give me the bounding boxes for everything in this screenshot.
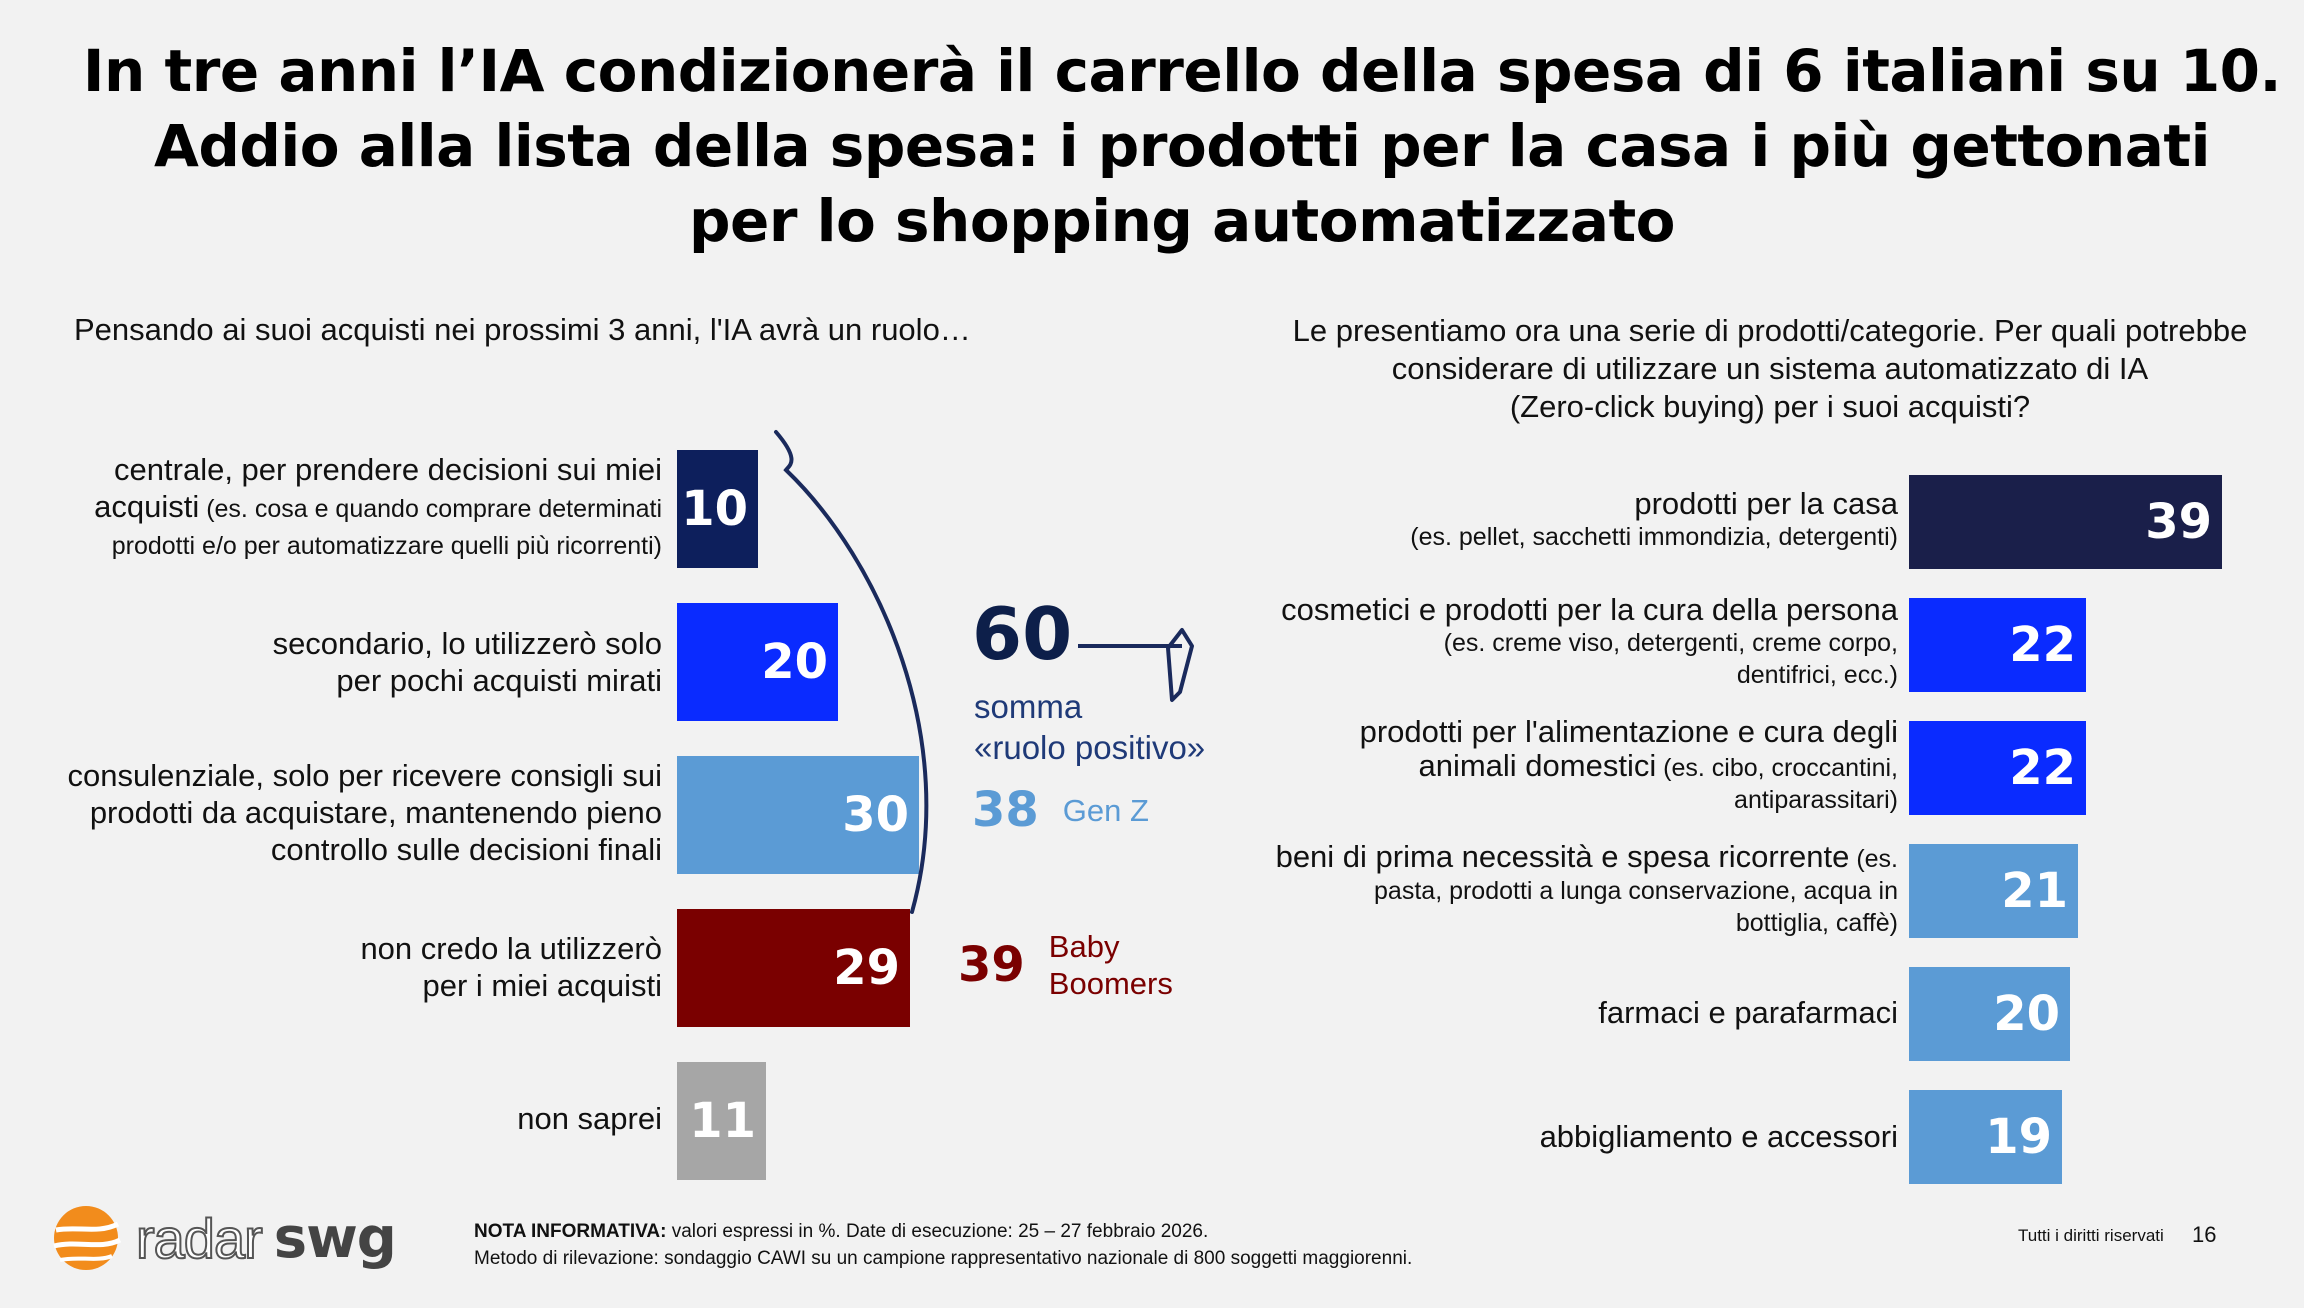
right-bar: 21 bbox=[1909, 844, 2078, 938]
right-bar: 22 bbox=[1909, 598, 2086, 692]
right-question: Le presentiamo ora una serie di prodotti… bbox=[1250, 312, 2290, 426]
arrow-head bbox=[1166, 628, 1194, 702]
left-category-label: secondario, lo utilizzerò solo per pochi… bbox=[272, 626, 662, 698]
right-bar: 22 bbox=[1909, 721, 2086, 815]
bar-value-label: 20 bbox=[761, 634, 828, 690]
bar-value-label: 29 bbox=[833, 940, 900, 996]
left-bar: 20 bbox=[677, 603, 838, 721]
footnote: NOTA INFORMATIVA: valori espressi in %. … bbox=[474, 1221, 1413, 1269]
boomers-stat: 39 Baby Boomers bbox=[958, 928, 1173, 1002]
left-category-label: consulenziale, solo per ricevere consigl… bbox=[67, 758, 662, 867]
right-question-line-3: (Zero-click buying) per i suoi acquisti? bbox=[1509, 389, 2031, 424]
sum-positive-label: somma «ruolo positivo» bbox=[974, 688, 1206, 766]
left-question: Pensando ai suoi acquisti nei prossimi 3… bbox=[74, 312, 971, 347]
brace-curve bbox=[774, 430, 929, 914]
right-category-label: abbigliamento e accessori bbox=[1539, 1119, 1898, 1154]
boomers-value: 39 bbox=[958, 937, 1025, 993]
left-category-label: centrale, per prendere decisioni sui mie… bbox=[94, 452, 662, 560]
page-title: In tre anni l’IA condizionerà il carrell… bbox=[60, 34, 2304, 259]
bar-value-label: 10 bbox=[681, 481, 748, 537]
logo-radar-text: radar bbox=[135, 1206, 264, 1271]
right-category-label: cosmetici e prodotti per la cura della p… bbox=[1281, 592, 1898, 690]
globe-icon bbox=[53, 1206, 122, 1270]
bar-value-label: 30 bbox=[842, 787, 909, 843]
radar-swg-logo: radar swg bbox=[48, 1200, 397, 1276]
bar-value-label: 22 bbox=[2009, 740, 2076, 796]
left-bar: 30 bbox=[677, 756, 919, 874]
bar-value-label: 19 bbox=[1985, 1109, 2052, 1165]
sum-positive-value: 60 bbox=[972, 592, 1073, 676]
bar-value-label: 22 bbox=[2009, 617, 2076, 673]
right-bar: 19 bbox=[1909, 1090, 2062, 1184]
left-category-label: non credo la utilizzerò per i miei acqui… bbox=[360, 931, 662, 1003]
title-line-3: per lo shopping automatizzato bbox=[688, 187, 1676, 255]
title-line-1: In tre anni l’IA condizionerà il carrell… bbox=[82, 37, 2282, 105]
genz-value: 38 bbox=[972, 782, 1039, 838]
rights-text: Tutti i diritti riservati bbox=[2018, 1226, 2164, 1245]
right-category-label: prodotti per l'alimentazione e cura degl… bbox=[1359, 714, 1898, 815]
bar-value-label: 39 bbox=[2145, 494, 2212, 550]
right-category-label: farmaci e parafarmaci bbox=[1598, 995, 1898, 1030]
bar-value-label: 21 bbox=[2001, 863, 2068, 919]
right-category-label: prodotti per la casa (es. pellet, sacche… bbox=[1410, 486, 1898, 552]
boomers-label: Baby Boomers bbox=[1048, 929, 1173, 1001]
right-bar: 20 bbox=[1909, 967, 2070, 1061]
left-bar: 10 bbox=[677, 450, 758, 568]
genz-label: Gen Z bbox=[1062, 792, 1149, 828]
bar-value-label: 11 bbox=[689, 1093, 756, 1149]
right-question-line-2: considerare di utilizzare un sistema aut… bbox=[1391, 351, 2149, 386]
left-category-label: non saprei bbox=[517, 1101, 662, 1136]
right-category-label: beni di prima necessità e spesa ricorren… bbox=[1275, 839, 1898, 938]
logo-swg-text: swg bbox=[273, 1205, 397, 1271]
page-number: 16 bbox=[2192, 1222, 2217, 1247]
genz-stat: 38 Gen Z bbox=[972, 782, 1149, 838]
title-line-2: Addio alla lista della spesa: i prodotti… bbox=[153, 112, 2211, 180]
right-bar: 39 bbox=[1909, 475, 2222, 569]
right-question-line-1: Le presentiamo ora una serie di prodotti… bbox=[1292, 313, 2248, 348]
left-bar: 11 bbox=[677, 1062, 766, 1180]
bar-value-label: 20 bbox=[1993, 986, 2060, 1042]
left-bar: 29 bbox=[677, 909, 910, 1027]
